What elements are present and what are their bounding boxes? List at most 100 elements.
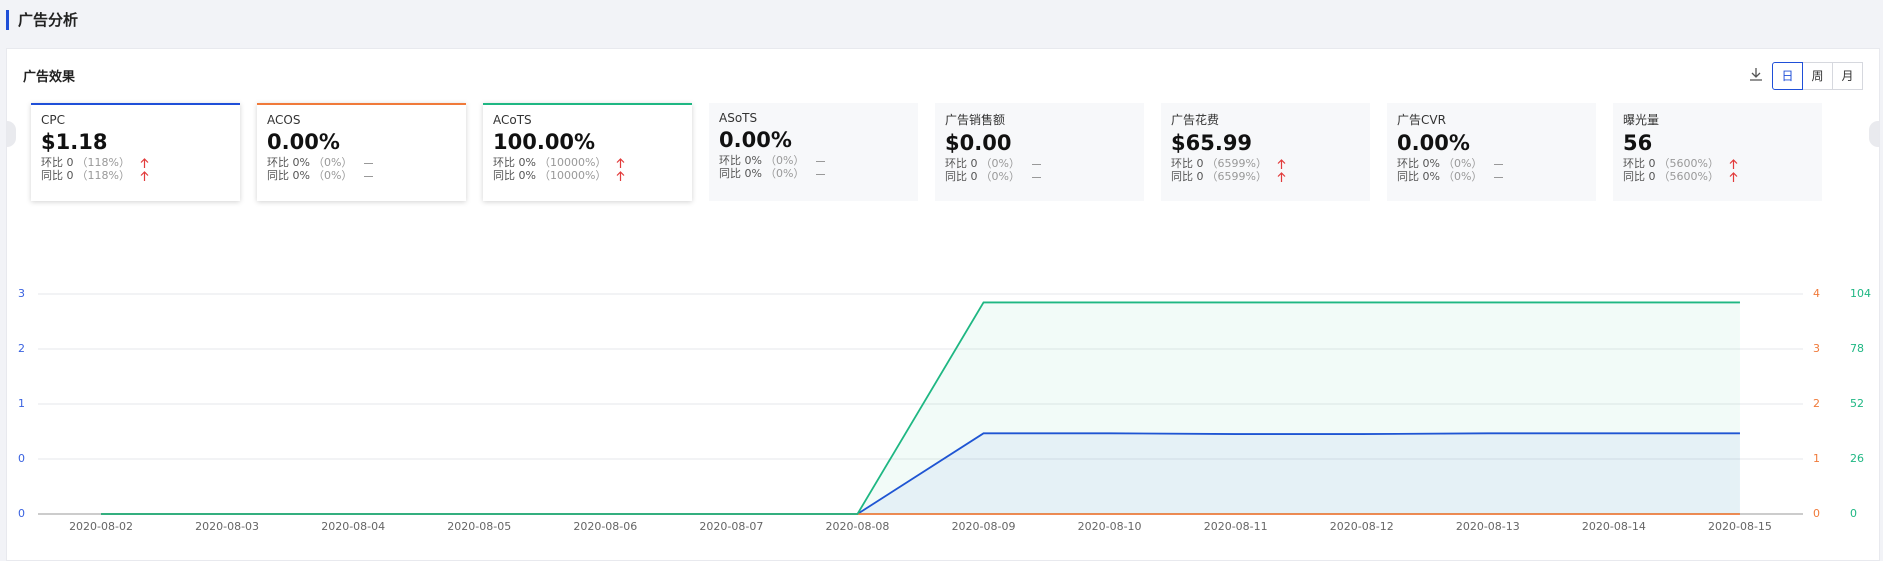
- period-button[interactable]: 日: [1772, 62, 1803, 90]
- y3-tick-label: 0: [1850, 507, 1857, 520]
- metric-value: 100.00%: [493, 130, 596, 154]
- metric-value: 0.00%: [267, 130, 340, 154]
- compare-name: 环比: [1397, 157, 1419, 170]
- compare-name: 环比: [1623, 157, 1645, 170]
- y-tick-label: 3: [18, 287, 25, 300]
- compare-pct: （6599%）: [1206, 170, 1267, 183]
- compare-pct: （0%）: [1442, 157, 1483, 170]
- compare-value: 0: [66, 156, 74, 169]
- metric-value: 56: [1623, 131, 1653, 155]
- compare-name: 环比: [719, 154, 741, 167]
- compare-pct: （10000%）: [538, 156, 607, 169]
- next-button[interactable]: [1869, 121, 1879, 147]
- compare-value: 0%: [1422, 157, 1440, 170]
- y3-tick-label: 78: [1850, 342, 1864, 355]
- metric-label: ASoTS: [719, 111, 758, 125]
- period-button[interactable]: 月: [1832, 62, 1863, 90]
- trend-flat: [1031, 176, 1041, 178]
- trend-flat: [1494, 163, 1504, 165]
- y-tick-label: 0: [18, 507, 25, 520]
- trend-up: [616, 157, 625, 168]
- compare-value: 0%: [292, 169, 310, 182]
- compare-row: 环比 0% （0%）: [719, 154, 908, 167]
- x-tick-label: 2020-08-15: [1708, 520, 1772, 533]
- y-tick-label: 0: [18, 452, 25, 465]
- compare-row: 同比 0 （118%）: [41, 169, 230, 182]
- trend-up: [616, 170, 625, 181]
- y-tick-label: 2: [18, 342, 25, 355]
- compare-value: 0: [66, 169, 74, 182]
- compare-row: 同比 0 （0%）: [945, 170, 1134, 183]
- trend-up: [1729, 158, 1738, 169]
- trend-flat: [1031, 163, 1041, 165]
- metric-label: CPC: [41, 113, 65, 127]
- metric-card[interactable]: 广告花费 $65.99 环比 0 （6599%） 同比 0 （6599%）: [1161, 103, 1370, 201]
- metric-card[interactable]: ACOS 0.00% 环比 0% （0%） 同比 0% （0%）: [257, 103, 466, 201]
- trend-up: [1277, 171, 1286, 182]
- metric-value: $0.00: [945, 131, 1012, 155]
- download-icon[interactable]: [1749, 67, 1763, 81]
- compare-name: 环比: [267, 156, 289, 169]
- compare-row: 环比 0 （118%）: [41, 156, 230, 169]
- trend-up: [140, 170, 149, 181]
- x-tick-label: 2020-08-04: [321, 520, 385, 533]
- compare-name: 同比: [945, 170, 967, 183]
- compare-pct: （0%）: [764, 154, 805, 167]
- trend-up: [140, 157, 149, 168]
- y3-tick-label: 26: [1850, 452, 1864, 465]
- compare-row: 环比 0% （0%）: [1397, 157, 1586, 170]
- metric-card[interactable]: ASoTS 0.00% 环比 0% （0%） 同比 0% （0%）: [709, 103, 918, 201]
- x-tick-label: 2020-08-05: [447, 520, 511, 533]
- trend-up: [1277, 158, 1286, 169]
- compare-name: 环比: [493, 156, 515, 169]
- compare-pct: （0%）: [980, 170, 1020, 183]
- compare-row: 同比 0% （0%）: [267, 169, 456, 182]
- metric-card[interactable]: 广告CVR 0.00% 环比 0% （0%） 同比 0% （0%）: [1387, 103, 1596, 201]
- x-tick-label: 2020-08-10: [1078, 520, 1142, 533]
- metric-label: 广告花费: [1171, 113, 1220, 127]
- metric-label: 广告CVR: [1397, 113, 1446, 127]
- series-line: [101, 301, 1740, 515]
- x-tick-label: 2020-08-03: [195, 520, 259, 533]
- compare-value: 0%: [1422, 170, 1440, 183]
- y3-tick-label: 104: [1850, 287, 1871, 300]
- compare-pct: （0%）: [980, 157, 1020, 170]
- compare-pct: （0%）: [312, 169, 353, 182]
- page-title: 广告分析: [6, 10, 78, 30]
- period-buttons: 日周月: [1772, 62, 1863, 90]
- metric-card[interactable]: 曝光量 56 环比 0 （5600%） 同比 0 （5600%）: [1613, 103, 1822, 201]
- series-area: [101, 302, 1740, 514]
- compare-value: 0: [970, 170, 978, 183]
- compare-pct: （0%）: [764, 167, 805, 180]
- compare-name: 同比: [41, 169, 63, 182]
- compare-name: 环比: [1171, 157, 1193, 170]
- compare-name: 同比: [1397, 170, 1419, 183]
- compare-value: 0%: [744, 154, 762, 167]
- prev-button[interactable]: [7, 121, 16, 147]
- compare-row: 环比 0 （5600%）: [1623, 157, 1812, 170]
- compare-value: 0: [1196, 157, 1204, 170]
- compare-row: 环比 0 （0%）: [945, 157, 1134, 170]
- y2-tick-label: 4: [1813, 287, 1820, 300]
- metric-card[interactable]: CPC $1.18 环比 0 （118%） 同比 0 （118%）: [31, 103, 240, 201]
- compare-value: 0%: [292, 156, 310, 169]
- compare-row: 同比 0 （5600%）: [1623, 170, 1812, 183]
- x-tick-label: 2020-08-08: [825, 520, 889, 533]
- compare-pct: （5600%）: [1658, 157, 1719, 170]
- y2-tick-label: 2: [1813, 397, 1820, 410]
- y2-tick-label: 1: [1813, 452, 1820, 465]
- compare-name: 环比: [945, 157, 967, 170]
- metric-card[interactable]: ACoTS 100.00% 环比 0% （10000%） 同比 0% （10000%）: [483, 103, 692, 201]
- compare-name: 同比: [267, 169, 289, 182]
- compare-value: 0: [970, 157, 978, 170]
- metric-card[interactable]: 广告销售额 $0.00 环比 0 （0%） 同比 0 （0%）: [935, 103, 1144, 201]
- metric-value: $65.99: [1171, 131, 1253, 155]
- metric-label: ACoTS: [493, 113, 532, 127]
- compare-value: 0: [1648, 170, 1656, 183]
- compare-pct: （0%）: [1442, 170, 1483, 183]
- compare-name: 同比: [1171, 170, 1193, 183]
- period-button[interactable]: 周: [1802, 62, 1833, 90]
- compare-row: 环比 0% （0%）: [267, 156, 456, 169]
- compare-row: 同比 0 （6599%）: [1171, 170, 1360, 183]
